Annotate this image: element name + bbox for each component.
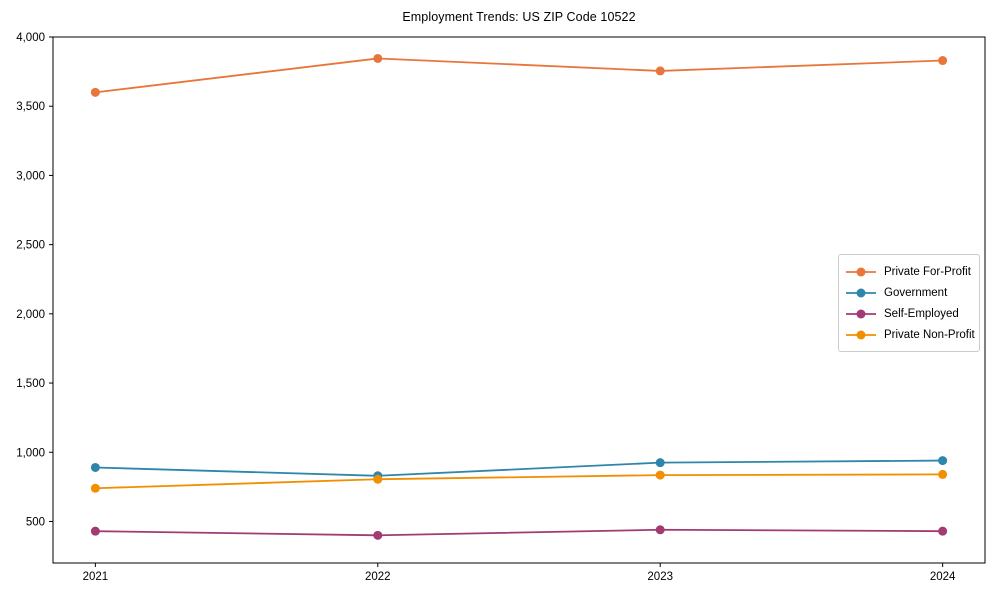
line-marker-swatch bbox=[846, 330, 876, 339]
y-axis: 500 1,000 1,500 2,000 2,500 3,000 3,500 4,000 bbox=[16, 32, 53, 528]
plot-frame bbox=[52, 36, 986, 564]
series-self-employed bbox=[90, 525, 948, 540]
legend-item: Private Non-Profit bbox=[845, 324, 975, 345]
series-private-for-profit bbox=[90, 53, 948, 97]
data-point bbox=[655, 66, 665, 76]
x-tick-label: 2024 bbox=[930, 571, 956, 583]
y-tick-label: 500 bbox=[26, 516, 45, 528]
data-point bbox=[655, 525, 665, 535]
legend-item: Private For-Profit bbox=[845, 261, 971, 282]
data-point bbox=[90, 526, 100, 536]
data-point bbox=[90, 483, 100, 493]
line-marker-swatch bbox=[846, 267, 876, 276]
y-tick-label: 2,000 bbox=[16, 309, 45, 321]
data-point bbox=[655, 470, 665, 480]
x-tick-label: 2022 bbox=[365, 571, 391, 583]
series-line bbox=[94, 528, 944, 537]
data-point bbox=[373, 530, 383, 540]
data-point bbox=[90, 87, 100, 97]
y-tick-label: 3,500 bbox=[16, 101, 45, 113]
data-point bbox=[938, 469, 948, 479]
chart-title: Employment Trends: US ZIP Code 10522 bbox=[402, 10, 636, 24]
y-tick-label: 1,000 bbox=[16, 447, 45, 459]
data-point bbox=[938, 456, 948, 466]
series-line bbox=[94, 57, 944, 94]
legend-label: Self-Employed bbox=[884, 307, 959, 320]
data-point bbox=[655, 458, 665, 468]
x-tick-label: 2021 bbox=[83, 571, 109, 583]
series-line bbox=[94, 459, 944, 477]
legend-item: Self-Employed bbox=[845, 303, 971, 324]
legend-item: Government bbox=[845, 282, 971, 303]
data-point bbox=[938, 526, 948, 536]
y-tick-label: 3,000 bbox=[16, 170, 45, 182]
y-tick-label: 2,500 bbox=[16, 240, 45, 252]
x-tick-label: 2023 bbox=[647, 571, 673, 583]
data-point bbox=[373, 474, 383, 484]
legend-label: Private Non-Profit bbox=[884, 328, 975, 341]
data-point bbox=[938, 56, 948, 66]
y-tick-label: 1,500 bbox=[16, 378, 45, 390]
data-point bbox=[373, 53, 383, 63]
legend-label: Government bbox=[884, 286, 948, 299]
series-line bbox=[94, 473, 944, 490]
series-private-non-profit bbox=[90, 469, 948, 493]
legend-label: Private For-Profit bbox=[884, 265, 971, 278]
line-marker-swatch bbox=[846, 309, 876, 318]
line-marker-swatch bbox=[846, 288, 876, 297]
data-point bbox=[90, 462, 100, 472]
y-tick-label: 4,000 bbox=[16, 32, 45, 44]
legend: Private For-Profit Government Self-Emplo… bbox=[838, 254, 980, 352]
x-axis: 2021 2022 2023 2024 bbox=[83, 563, 956, 583]
